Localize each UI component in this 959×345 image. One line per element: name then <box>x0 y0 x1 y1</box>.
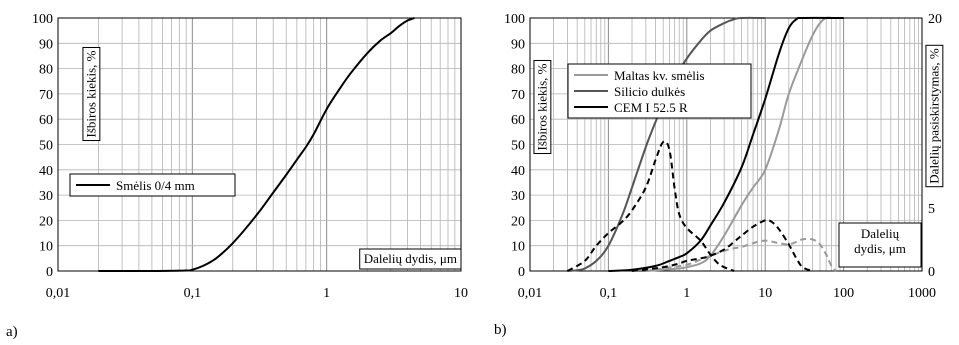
legend-entry: Maltas kv. smėlis <box>614 68 705 83</box>
legend-entry: Smėlis 0/4 mm <box>116 178 195 193</box>
y-tick-labels: 0 10 20 30 40 50 60 70 80 90 100 <box>32 12 53 280</box>
y2-tick-label: 20 <box>928 12 942 27</box>
y-tick-label: 60 <box>39 113 53 128</box>
x-tick-labels: 0,01 0,1 1 10 100 1000 <box>518 286 936 301</box>
x-axis-label-box: Dalelių dydis, μm <box>359 248 462 270</box>
y-tick-label: 90 <box>39 37 53 52</box>
y-tick-label: 100 <box>504 12 525 27</box>
x-tick-label: 10 <box>454 286 468 301</box>
y-tick-label: 50 <box>39 139 53 154</box>
x-tick-label: 0,01 <box>46 286 71 301</box>
y-tick-label: 60 <box>511 113 525 128</box>
series-line <box>645 16 832 272</box>
y-tick-label: 30 <box>39 189 53 204</box>
plot-frame <box>529 17 923 272</box>
x-tick-labels: 0,01 0,1 1 10 <box>46 286 468 301</box>
x-tick-label: 10 <box>758 286 772 301</box>
y-tick-label: 40 <box>511 164 525 179</box>
y-tick-label: 90 <box>511 37 525 52</box>
x-tick-label: 0,01 <box>518 286 543 301</box>
y2-tick-label: 0 <box>928 265 935 280</box>
y2-tick-label: 5 <box>928 202 935 217</box>
y2-axis-label-box: Dalelių pasiskirstymas, % <box>925 44 944 188</box>
y-tick-label: 0 <box>518 265 525 280</box>
y-axis-label: Išbiros kiekis, % <box>84 50 99 137</box>
y-axis-label-frame <box>533 59 552 155</box>
chart-a: 0 10 20 30 40 50 60 70 80 90 100 0,01 0,1 1 10 Išbiros … <box>32 12 468 301</box>
y-tick-label: 40 <box>39 164 53 179</box>
x-tick-label: 1 <box>683 286 690 301</box>
series-line <box>608 16 844 272</box>
y-tick-label: 70 <box>39 88 53 103</box>
grid <box>57 17 462 272</box>
x-tick-label: 1 <box>323 286 330 301</box>
series-lines <box>98 17 415 273</box>
y-axis-label-box: Išbiros kiekis, % <box>533 59 552 155</box>
x-tick-label: 100 <box>833 286 854 301</box>
y-axis-label: Išbiros kiekis, % <box>535 63 550 150</box>
y-tick-label: 0 <box>46 265 53 280</box>
panel-label-b: b) <box>494 322 507 338</box>
series-line <box>98 17 415 273</box>
x-tick-label: 0,1 <box>600 286 618 301</box>
x-axis-label-frame <box>838 222 922 268</box>
y-tick-label: 30 <box>511 189 525 204</box>
panel-label-a: a) <box>6 324 18 340</box>
x-axis-label-box: Dalelių dydis, μm <box>838 222 922 268</box>
x-axis-label-line: Dalelių <box>861 226 900 241</box>
legend-frame <box>69 173 236 197</box>
y2-axis-label: Dalelių pasiskirstymas, % <box>927 48 942 184</box>
series-line <box>566 140 735 272</box>
y-tick-label: 10 <box>511 240 525 255</box>
x-axis-label: Dalelių dydis, μm <box>854 226 906 256</box>
x-tick-label: 0,1 <box>184 286 202 301</box>
y-tick-label: 70 <box>511 88 525 103</box>
y-axis-label-box: Išbiros kiekis, % <box>82 46 101 142</box>
legend-entry: Silicio dulkės <box>614 84 685 99</box>
x-axis-label-frame <box>359 248 462 270</box>
x-axis-label: Dalelių dydis, μm <box>364 251 457 266</box>
y-tick-label: 80 <box>39 63 53 78</box>
y-tick-label: 20 <box>39 214 53 229</box>
legend-entry: CEM I 52.5 R <box>614 100 688 115</box>
y-tick-label: 20 <box>511 214 525 229</box>
series-lines <box>566 16 844 272</box>
plot-frame <box>57 17 462 272</box>
y-tick-label: 10 <box>39 240 53 255</box>
y-tick-label: 80 <box>511 63 525 78</box>
y-tick-label: 50 <box>511 139 525 154</box>
y2-axis-label-frame <box>925 44 944 188</box>
x-tick-label: 1000 <box>908 286 936 301</box>
series-line <box>631 219 813 272</box>
legend: Smėlis 0/4 mm <box>69 173 236 197</box>
series-line <box>645 237 837 272</box>
x-axis-label-line: dydis, μm <box>854 241 906 256</box>
y-tick-label: 100 <box>32 12 53 27</box>
y-tick-labels: 0 10 20 30 40 50 60 70 80 90 100 <box>504 12 525 280</box>
y-axis-label-frame <box>82 46 101 142</box>
